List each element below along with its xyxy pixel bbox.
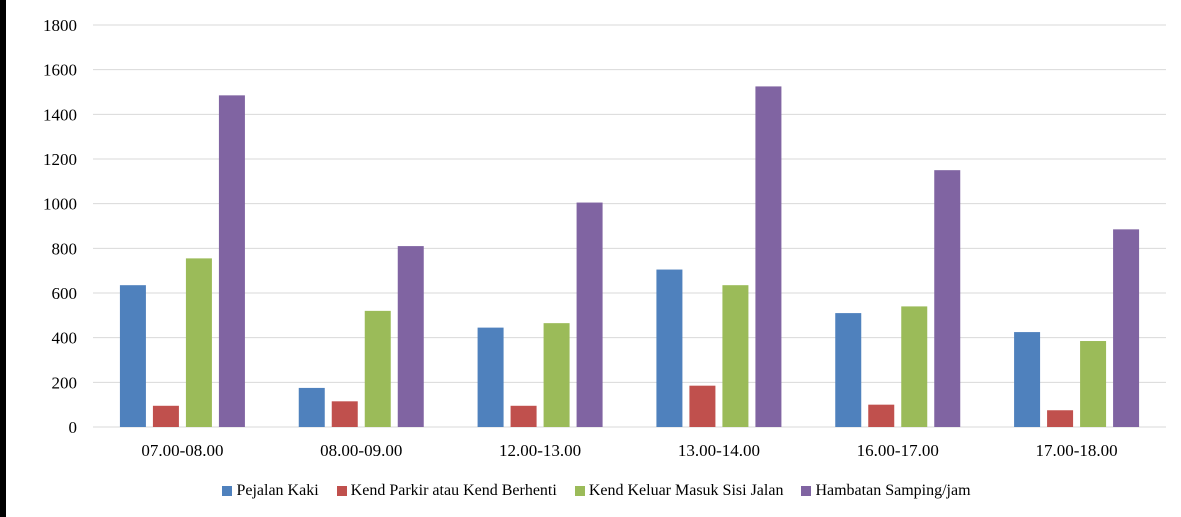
y-tick-label: 1000 xyxy=(43,195,77,214)
legend-item: Pejalan Kaki xyxy=(222,482,319,500)
legend-item: Hambatan Samping/jam xyxy=(801,482,971,500)
bar xyxy=(901,306,928,427)
x-tick-label: 08.00-09.00 xyxy=(320,441,402,460)
bar xyxy=(152,405,179,427)
bar xyxy=(510,405,537,427)
y-tick-label: 400 xyxy=(52,329,78,348)
y-tick-label: 0 xyxy=(69,418,78,437)
y-tick-label: 200 xyxy=(52,373,78,392)
bar xyxy=(689,385,716,427)
legend: Pejalan Kaki Kend Parkir atau Kend Berhen… xyxy=(6,478,1181,504)
y-tick-label: 1800 xyxy=(43,16,77,35)
y-tick-label: 600 xyxy=(52,284,78,303)
bar xyxy=(397,246,424,427)
bars xyxy=(119,86,1140,428)
bar xyxy=(934,170,961,427)
bar xyxy=(543,323,570,427)
bar xyxy=(868,404,895,427)
bar xyxy=(364,310,391,427)
legend-item: Kend Keluar Masuk Sisi Jalan xyxy=(574,482,784,500)
x-tick-label: 17.00-18.00 xyxy=(1035,441,1117,460)
x-axis-ticks: 07.00-08.00 08.00-09.00 12.00-13.00 13.00-1… xyxy=(141,441,1117,460)
bar xyxy=(185,258,212,427)
bar xyxy=(331,401,358,427)
x-tick-label: 07.00-08.00 xyxy=(141,441,223,460)
legend-label: Kend Keluar Masuk Sisi Jalan xyxy=(588,482,784,499)
bar xyxy=(722,285,749,427)
bar xyxy=(119,285,146,427)
legend-label: Hambatan Samping/jam xyxy=(815,482,971,499)
bar xyxy=(298,387,325,427)
bar xyxy=(1113,229,1140,427)
bar xyxy=(1014,332,1041,427)
legend-label: Kend Parkir atau Kend Berhenti xyxy=(350,482,557,499)
bar xyxy=(218,95,245,427)
gridlines xyxy=(93,24,1166,428)
legend-label: Pejalan Kaki xyxy=(236,482,319,499)
bar xyxy=(755,86,782,428)
y-tick-label: 1400 xyxy=(43,105,77,124)
y-tick-label: 1600 xyxy=(43,61,77,80)
legend-item: Kend Parkir atau Kend Berhenti xyxy=(336,482,557,500)
bar-chart: 0 200 400 600 800 1000 1200 1400 1600 1800 07.00-… xyxy=(43,16,1166,460)
bar xyxy=(1047,410,1074,427)
bar xyxy=(1080,341,1107,427)
bar xyxy=(576,202,603,427)
y-tick-label: 800 xyxy=(52,239,78,258)
legend-swatch xyxy=(801,486,812,496)
x-tick-label: 16.00-17.00 xyxy=(857,441,939,460)
bar xyxy=(656,269,683,427)
legend-swatch xyxy=(574,486,585,496)
y-tick-label: 1200 xyxy=(43,150,77,169)
x-tick-label: 12.00-13.00 xyxy=(499,441,581,460)
y-axis-ticks: 0 200 400 600 800 1000 1200 1400 1600 1800 xyxy=(43,16,77,437)
legend-swatch xyxy=(222,486,233,496)
bar xyxy=(835,313,862,427)
legend-swatch xyxy=(336,486,347,496)
x-tick-label: 13.00-14.00 xyxy=(678,441,760,460)
bar xyxy=(477,327,504,427)
